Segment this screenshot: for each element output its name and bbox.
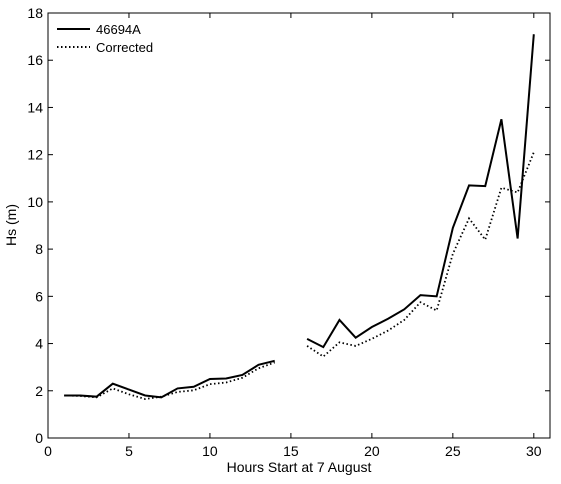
legend-label-46694A: 46694A xyxy=(96,22,141,37)
axis-ticks: 0 5 10 15 20 25 30 0 2 4 6 8 10 12 14 16 18 xyxy=(27,5,550,459)
series-layer xyxy=(64,34,535,400)
plot-frame xyxy=(47,12,551,439)
y-tick-label: 12 xyxy=(27,147,43,163)
x-axis-label: Hours Start at 7 August xyxy=(227,459,372,475)
y-axis-label: Hs (m) xyxy=(3,204,19,246)
y-tick-label: 4 xyxy=(35,336,43,352)
y-tick-label: 10 xyxy=(27,194,43,210)
y-tick-label: 16 xyxy=(27,52,43,68)
y-tick-label: 8 xyxy=(35,241,43,257)
y-tick-label: 0 xyxy=(35,430,43,446)
x-tick-label: 10 xyxy=(202,443,218,459)
x-tick-label: 5 xyxy=(125,443,133,459)
legend: 46694A Corrected xyxy=(57,22,153,55)
series-line-46694a-segment-1 xyxy=(64,359,275,399)
y-tick-label: 14 xyxy=(27,99,43,115)
legend-label-corrected: Corrected xyxy=(96,40,153,55)
y-tick-label: 18 xyxy=(27,5,43,21)
x-tick-label: 30 xyxy=(526,443,542,459)
x-tick-label: 0 xyxy=(44,443,52,459)
x-tick-label: 25 xyxy=(445,443,461,459)
x-tick-label: 20 xyxy=(364,443,380,459)
y-tick-label: 2 xyxy=(35,383,43,399)
series-line-corrected-segment-2 xyxy=(306,151,535,358)
y-tick-label: 6 xyxy=(35,288,43,304)
series-line-46694a-segment-2 xyxy=(306,34,535,349)
x-tick-label: 15 xyxy=(283,443,299,459)
